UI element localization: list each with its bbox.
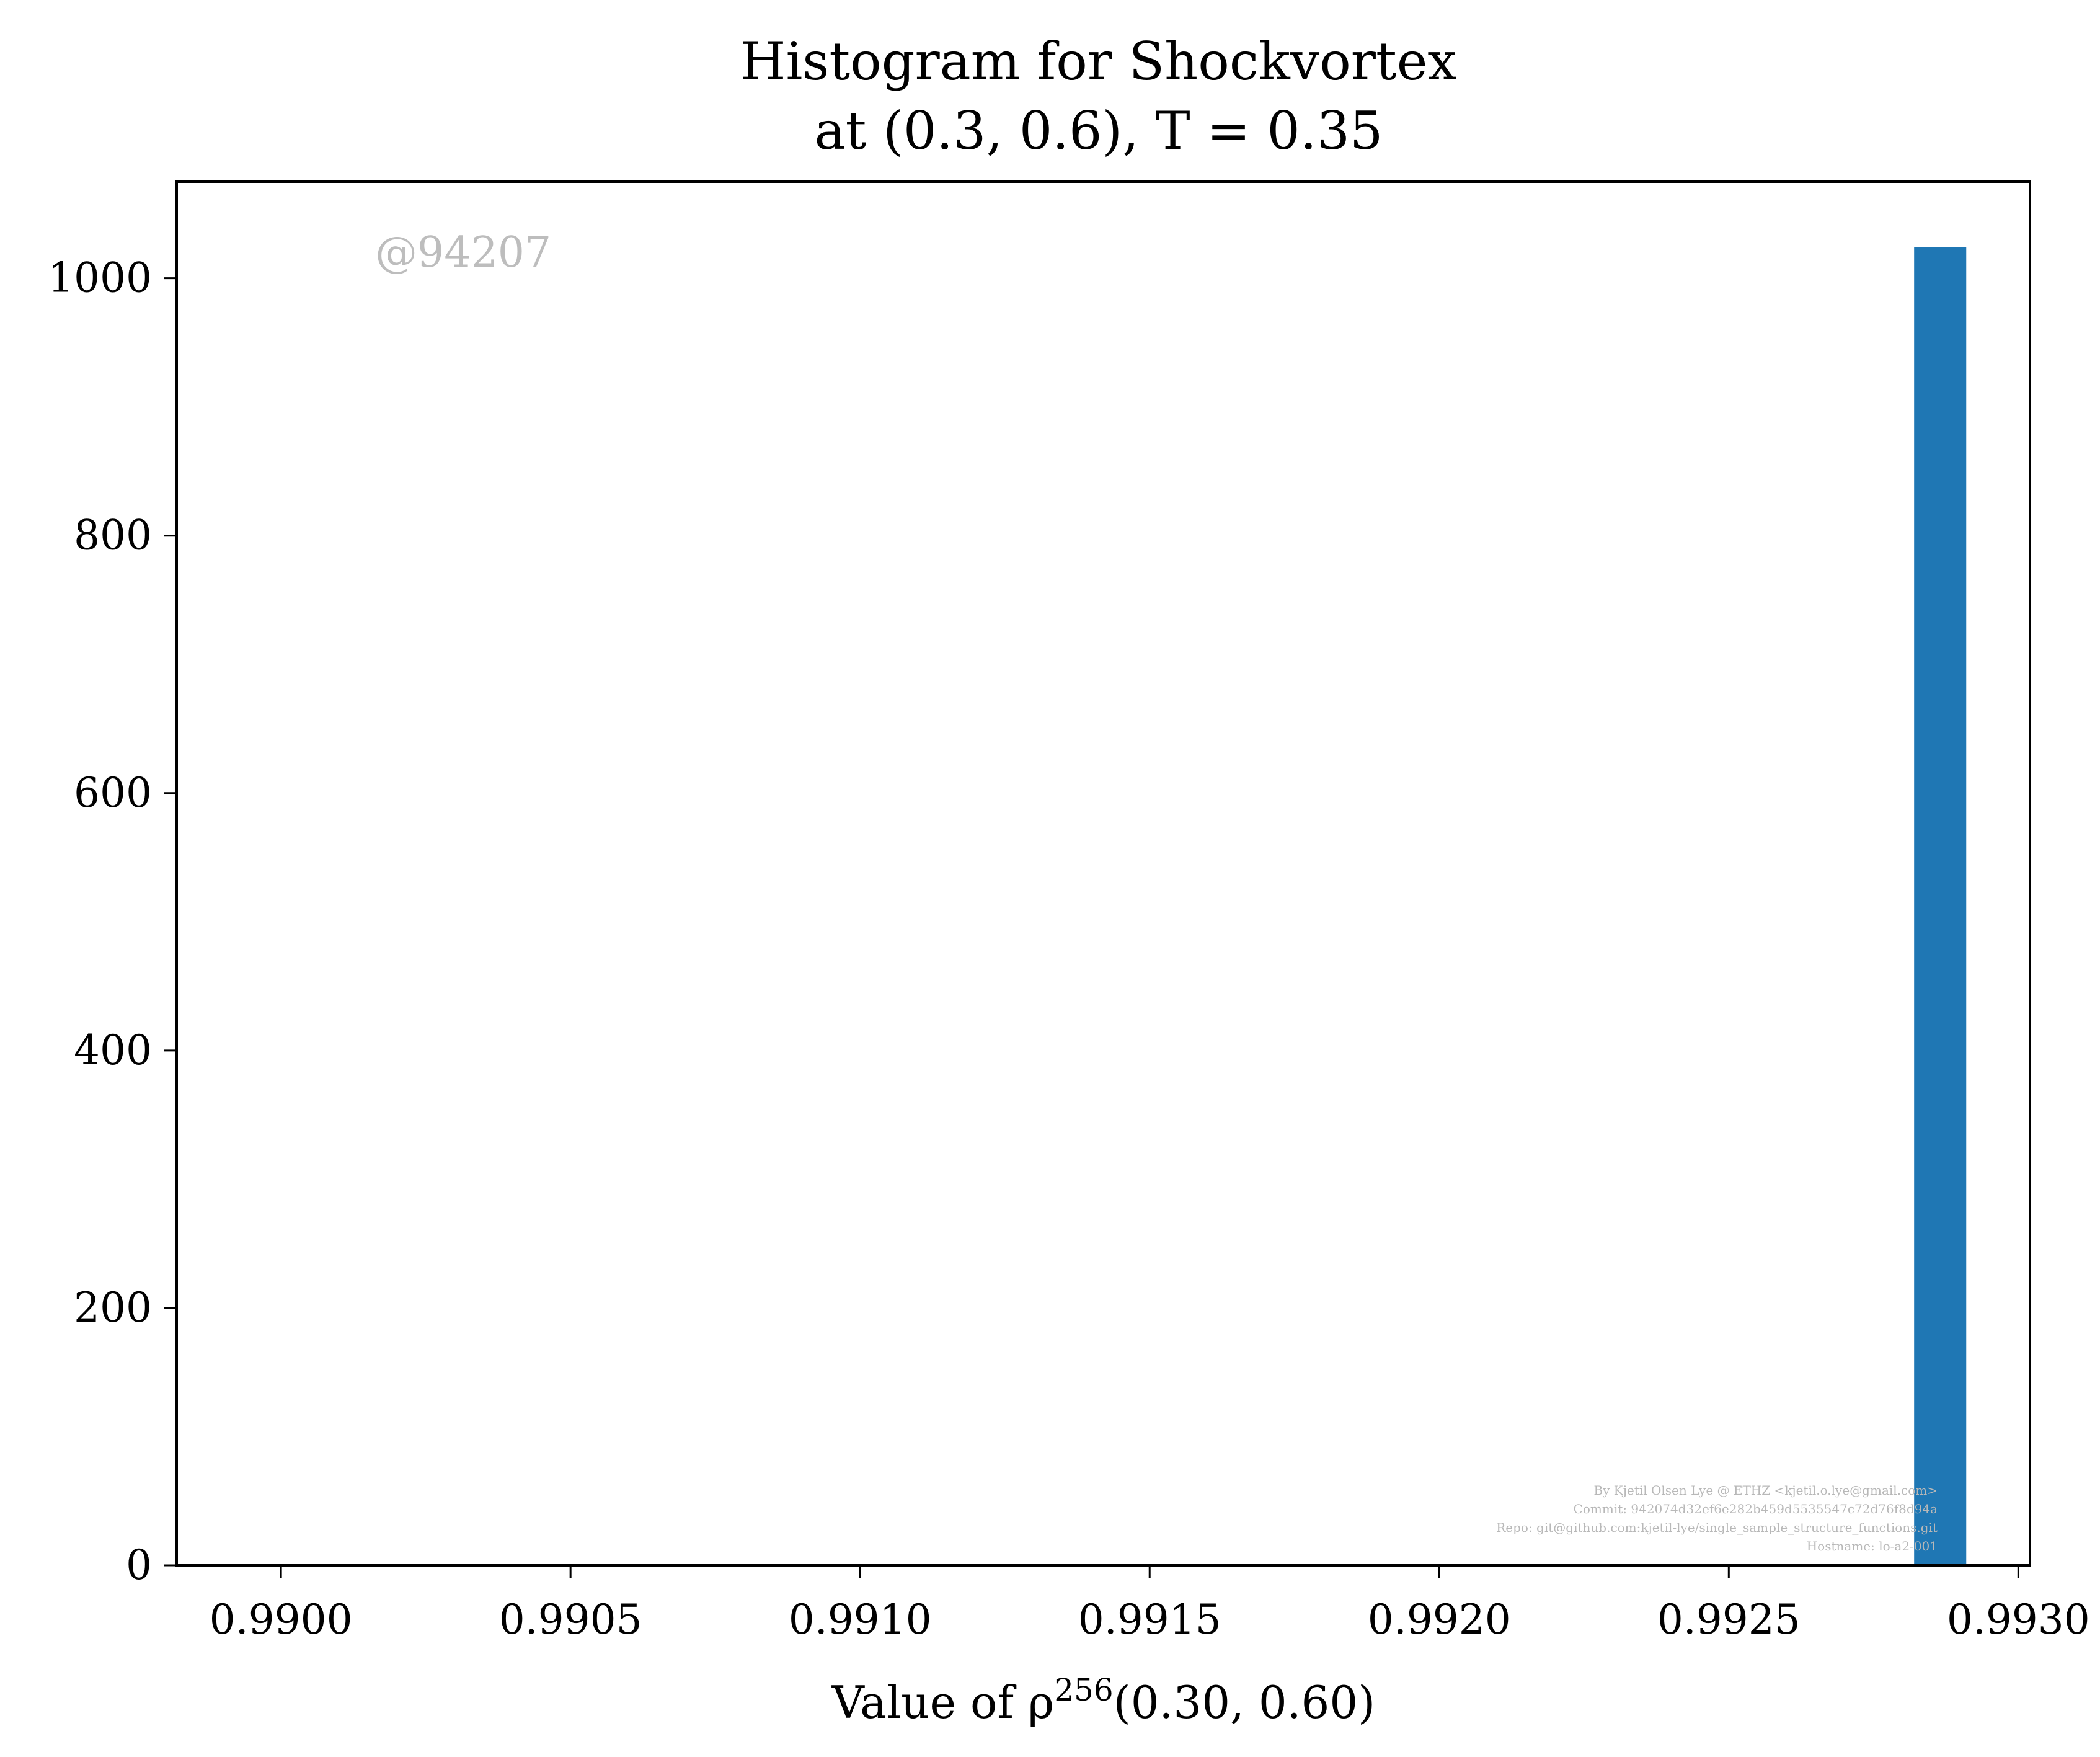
x-axis-label-superscript: 256 — [1054, 1672, 1113, 1708]
x-axis-label-prefix: Value of ρ — [831, 1676, 1054, 1728]
chart-title-line2: at (0.3, 0.6), T = 0.35 — [815, 100, 1383, 161]
y-tick-label: 200 — [74, 1284, 152, 1332]
y-tick-label: 1000 — [48, 254, 152, 302]
histogram-bars — [1914, 247, 1967, 1566]
chart-title-line1: Histogram for Shockvortex — [740, 31, 1457, 92]
y-tick-label: 800 — [74, 512, 152, 559]
x-tick-label: 0.9905 — [499, 1596, 642, 1644]
x-tick-label: 0.9920 — [1368, 1596, 1511, 1644]
credit-line-repo: Repo: git@github.com:kjetil-lye/single_s… — [1496, 1520, 1938, 1535]
x-axis-label: Value of ρ256(0.30, 0.60) — [831, 1672, 1375, 1728]
x-axis-label-suffix: (0.30, 0.60) — [1114, 1676, 1376, 1728]
y-tick-label: 0 — [126, 1541, 152, 1589]
credit-line-commit: Commit: 942074d32ef6e282b459d5535547c72d… — [1574, 1501, 1938, 1516]
credit-line-author: By Kjetil Olsen Lye @ ETHZ <kjetil.o.lye… — [1593, 1483, 1938, 1498]
histogram-bar — [1914, 247, 1967, 1566]
watermark-text: @94207 — [375, 228, 551, 277]
x-axis-ticks: 0.9900 0.9905 0.9910 0.9915 0.9920 0.9925 0.99… — [210, 1565, 2090, 1644]
y-tick-label: 600 — [74, 769, 152, 817]
x-tick-label: 0.9910 — [789, 1596, 932, 1644]
x-tick-label: 0.9900 — [210, 1596, 353, 1644]
credit-block: By Kjetil Olsen Lye @ ETHZ <kjetil.o.lye… — [1496, 1483, 1938, 1554]
credit-line-hostname: Hostname: lo-a2-001 — [1807, 1539, 1938, 1554]
x-tick-label: 0.9925 — [1657, 1596, 1801, 1644]
y-axis-ticks: 0 200 400 600 800 1000 — [48, 254, 177, 1589]
x-tick-label: 0.9930 — [1947, 1596, 2090, 1644]
x-tick-label: 0.9915 — [1078, 1596, 1221, 1644]
plot-area-frame — [175, 180, 2031, 1567]
y-tick-label: 400 — [74, 1026, 152, 1074]
